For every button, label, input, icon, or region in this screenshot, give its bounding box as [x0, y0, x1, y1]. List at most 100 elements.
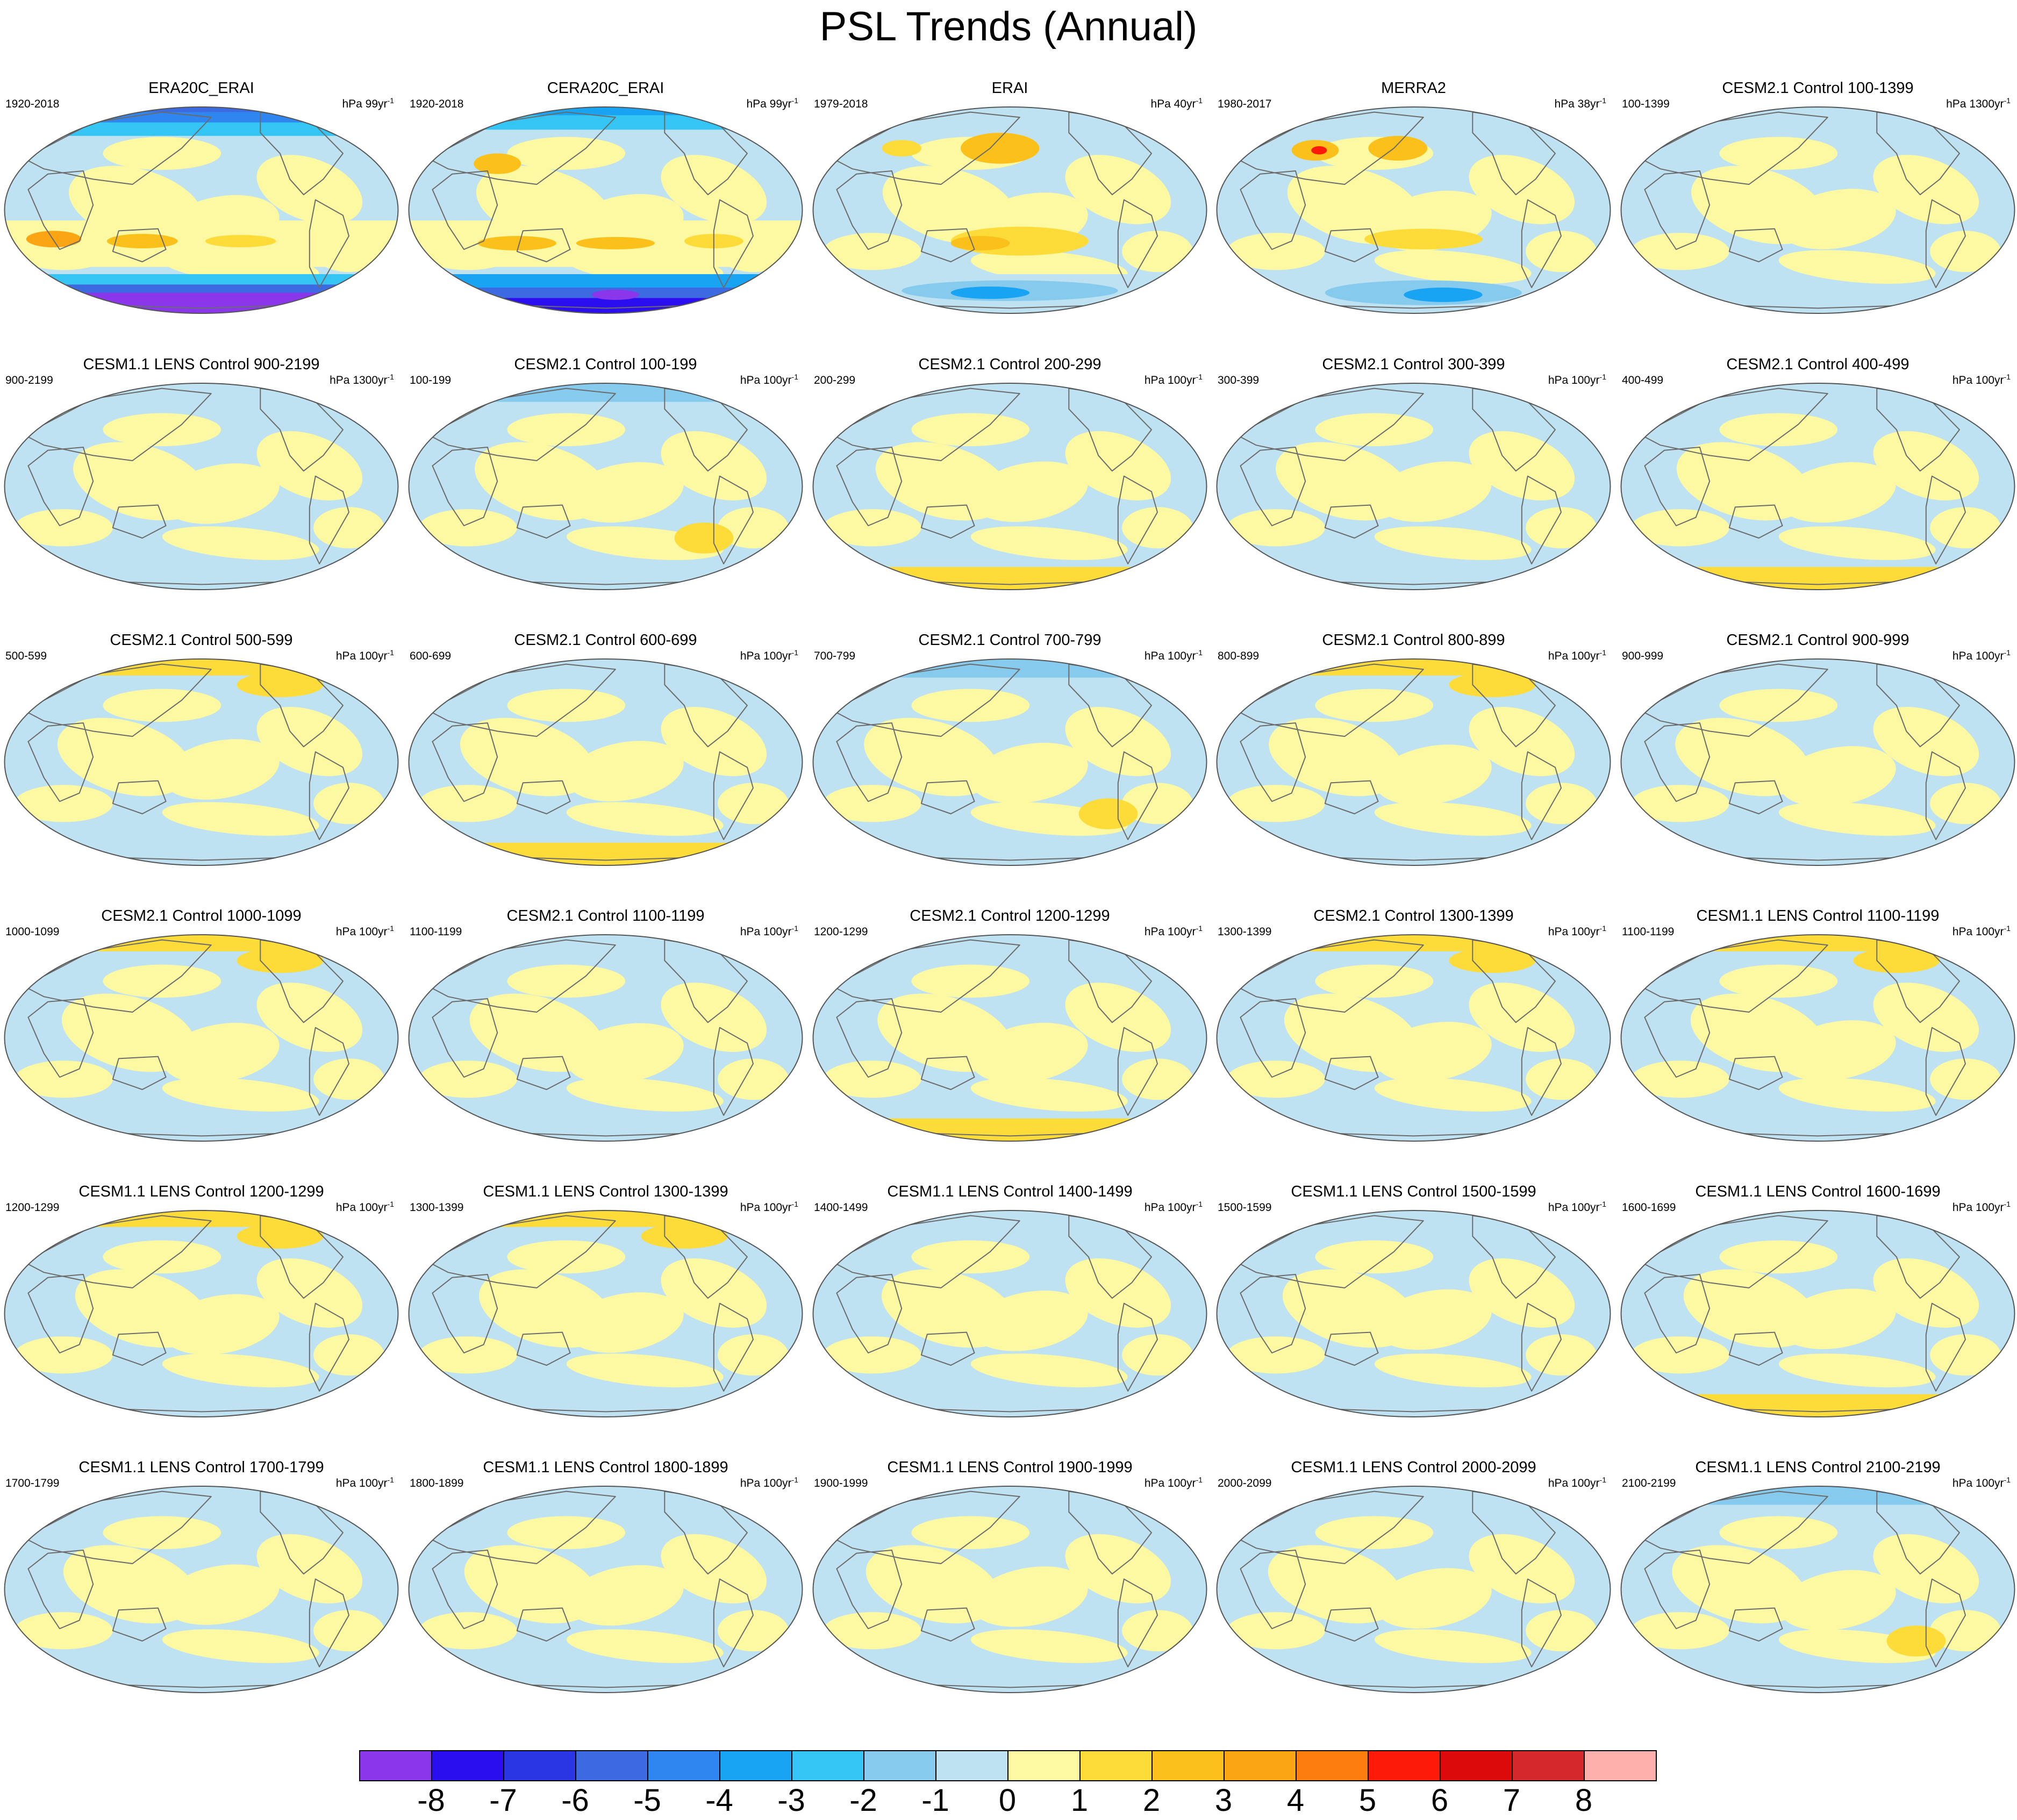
map-panel: MERRA2 1980-2017 hPa 38yr-1	[1216, 80, 1611, 316]
map-panel: CESM1.1 LENS Control 1500-1599 1500-1599 h…	[1216, 1183, 1611, 1420]
map-panel: CESM2.1 Control 400-499 400-499 hPa 100yr-…	[1620, 356, 2015, 592]
trend-contours	[4, 383, 398, 590]
units-exponent: -1	[387, 924, 394, 933]
colorbar-tick-label: 2	[1142, 1783, 1161, 1818]
panel-units: hPa 100yr-1	[1952, 1200, 2011, 1214]
panel-title: CESM1.1 LENS Control 2000-2099	[1291, 1459, 1536, 1476]
robinson-map	[1216, 383, 1611, 590]
units-label: hPa 1300yr	[1946, 98, 2004, 110]
colorbar-tick-label: -4	[705, 1783, 733, 1818]
map-border	[1216, 106, 1611, 314]
units-label: hPa 100yr	[1548, 926, 1600, 938]
units-exponent: -1	[1599, 96, 1606, 105]
trend-contours	[813, 659, 1207, 865]
units-label: hPa 100yr	[335, 1477, 388, 1489]
trend-contours	[409, 659, 803, 865]
robinson-map	[1620, 1486, 2015, 1693]
trend-contours	[4, 1486, 398, 1693]
map-border	[1620, 934, 2015, 1142]
panel-units: hPa 100yr-1	[740, 1200, 798, 1214]
panel-title: CESM2.1 Control 1000-1099	[101, 907, 302, 925]
robinson-map	[1216, 106, 1611, 314]
map-panel: CESM2.1 Control 1000-1099 1000-1099 hPa 10…	[4, 907, 399, 1144]
robinson-map	[812, 383, 1207, 590]
colorbar-tick-label: -5	[633, 1783, 661, 1818]
panel-units: hPa 100yr-1	[1145, 925, 1203, 938]
units-label: hPa 100yr	[740, 650, 792, 662]
robinson-map	[1216, 658, 1611, 866]
panel-units: hPa 100yr-1	[1952, 648, 2011, 663]
trend-contours	[1621, 1210, 2015, 1417]
units-label: hPa 100yr	[335, 1201, 388, 1214]
colorbar-tick-label: 4	[1286, 1783, 1305, 1818]
trend-contours	[1621, 383, 2015, 590]
figure-title: PSL Trends (Annual)	[819, 4, 1198, 49]
map-border	[812, 1210, 1207, 1417]
colorbar-swatch	[503, 1750, 576, 1781]
trend-contours	[1621, 659, 2015, 865]
colorbar-swatch	[791, 1750, 864, 1781]
trend-contours	[409, 383, 803, 590]
units-exponent: -1	[387, 1475, 394, 1484]
map-border	[4, 106, 399, 314]
panel-units: hPa 100yr-1	[740, 1475, 798, 1490]
units-exponent: -1	[791, 1475, 798, 1484]
units-exponent: -1	[1196, 372, 1203, 381]
panel-period: 700-799	[814, 650, 856, 662]
map-border	[1620, 1210, 2015, 1417]
colorbar-swatch	[935, 1750, 1008, 1781]
units-label: hPa 100yr	[1144, 1201, 1196, 1214]
units-exponent: -1	[387, 96, 394, 105]
trend-contours	[4, 107, 398, 313]
trend-contours	[1621, 107, 2015, 313]
map-panel: CESM2.1 Control 700-799 700-799 hPa 100yr-…	[812, 632, 1207, 868]
colorbar-tick-label: 3	[1214, 1783, 1233, 1818]
colorbar-tick-label: -2	[849, 1783, 877, 1818]
panel-units: hPa 100yr-1	[336, 924, 394, 938]
colorbar-tick-label: -1	[921, 1783, 949, 1818]
map-border	[408, 1210, 803, 1417]
robinson-map	[1620, 934, 2015, 1142]
map-panel: CESM2.1 Control 1200-1299 1200-1299 hPa 10…	[812, 907, 1207, 1144]
panel-title: CESM1.1 LENS Control 1600-1699	[1695, 1183, 1941, 1200]
panel-period: 1800-1899	[410, 1477, 464, 1489]
colorbar-tick-label: 6	[1431, 1783, 1449, 1818]
colorbar-tick-label: 8	[1575, 1783, 1593, 1818]
map-border	[1620, 383, 2015, 590]
colorbar-swatch	[1368, 1750, 1441, 1781]
map-border	[1216, 1210, 1611, 1417]
units-label: hPa 38yr	[1554, 98, 1600, 110]
map-border	[1620, 658, 2015, 866]
panel-units: hPa 100yr-1	[1145, 649, 1203, 663]
colorbar-swatch	[575, 1750, 648, 1781]
units-label: hPa 100yr	[1952, 1201, 2004, 1214]
panel-units: hPa 100yr-1	[1952, 1475, 2011, 1490]
panel-title: CESM2.1 Control 500-599	[110, 632, 293, 649]
panel-period: 1979-2018	[814, 98, 868, 110]
units-exponent: -1	[2004, 372, 2011, 381]
panel-period: 1700-1799	[5, 1477, 60, 1489]
map-border	[408, 1486, 803, 1693]
robinson-map	[812, 106, 1207, 314]
panel-title: CESM1.1 LENS Control 1100-1199	[1696, 907, 1940, 925]
panel-period: 1200-1299	[5, 1201, 60, 1214]
panel-period: 1100-1199	[1622, 926, 1675, 938]
panel-title: CESM2.1 Control 1100-1199	[506, 907, 705, 925]
map-panel: CESM2.1 Control 200-299 200-299 hPa 100yr-…	[812, 356, 1207, 592]
map-panel: CESM2.1 Control 800-899 800-899 hPa 100yr-…	[1216, 632, 1611, 868]
units-exponent: -1	[1599, 372, 1606, 381]
units-exponent: -1	[2004, 648, 2011, 657]
units-exponent: -1	[2004, 1475, 2011, 1484]
colorbar-swatch	[1440, 1750, 1513, 1781]
map-panel: CESM2.1 Control 600-699 600-699 hPa 100yr-…	[408, 632, 803, 868]
colorbar-swatch	[359, 1750, 432, 1781]
trend-contours	[813, 935, 1207, 1141]
robinson-map	[408, 106, 803, 314]
panel-units: hPa 100yr-1	[740, 925, 798, 938]
robinson-map	[4, 934, 399, 1142]
panel-units: hPa 1300yr-1	[330, 373, 394, 387]
units-exponent: -1	[1599, 1200, 1606, 1208]
panel-period: 1980-2017	[1218, 98, 1272, 110]
map-border	[4, 383, 399, 590]
map-panel: CESM2.1 Control 1300-1399 1300-1399 hPa 10…	[1216, 907, 1611, 1144]
